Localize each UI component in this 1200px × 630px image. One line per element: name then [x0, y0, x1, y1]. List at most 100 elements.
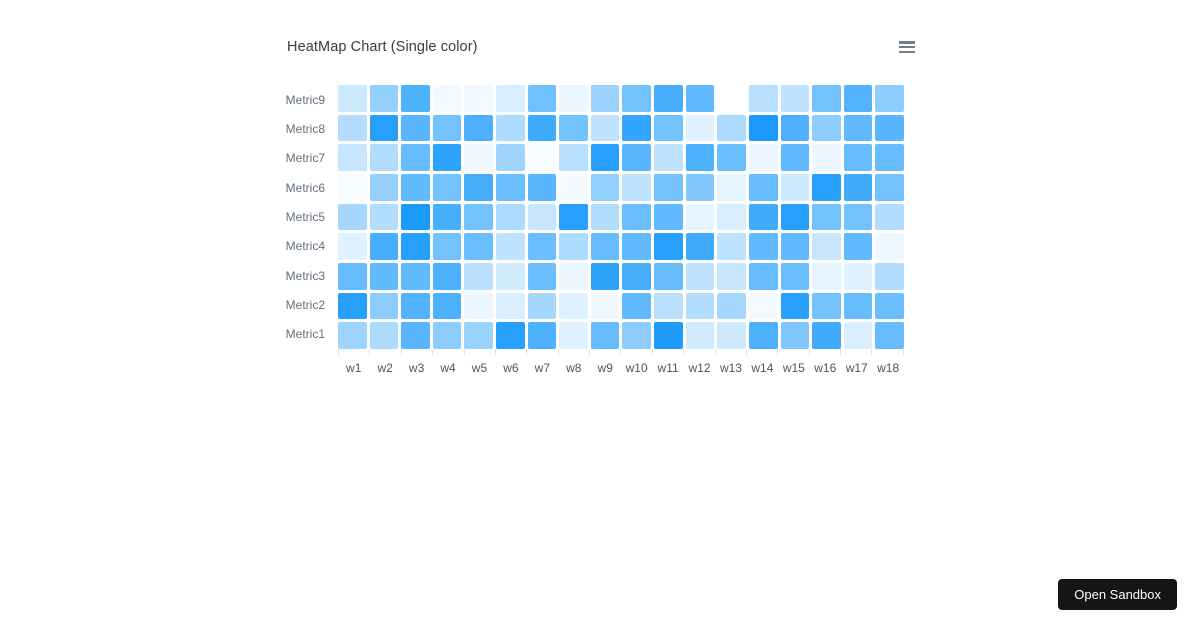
heatmap-cell[interactable] [875, 203, 904, 231]
heatmap-cell[interactable] [654, 144, 683, 171]
heatmap-cell[interactable] [464, 292, 494, 320]
heatmap-cell[interactable] [432, 292, 462, 320]
heatmap-cell[interactable] [559, 144, 588, 171]
heatmap-cell[interactable] [338, 114, 367, 142]
heatmap-cell[interactable] [812, 292, 841, 320]
heatmap-cell[interactable] [338, 292, 367, 320]
heatmap-cell[interactable] [843, 322, 873, 349]
heatmap-cell[interactable] [875, 292, 904, 320]
heatmap-cell[interactable] [559, 292, 588, 320]
heatmap-cell[interactable] [527, 144, 557, 171]
heatmap-cell[interactable] [432, 85, 462, 112]
heatmap-cell[interactable] [496, 173, 525, 201]
heatmap-cell[interactable] [464, 114, 494, 142]
heatmap-cell[interactable] [843, 144, 873, 171]
heatmap-cell[interactable] [401, 114, 430, 142]
heatmap-cell[interactable] [622, 262, 652, 290]
heatmap-cell[interactable] [875, 173, 904, 201]
heatmap-cell[interactable] [559, 173, 588, 201]
heatmap-cell[interactable] [622, 85, 652, 112]
heatmap-cell[interactable] [748, 203, 778, 231]
heatmap-cell[interactable] [369, 144, 399, 171]
heatmap-cell[interactable] [654, 322, 683, 349]
heatmap-cell[interactable] [875, 262, 904, 290]
heatmap-cell[interactable] [717, 114, 746, 142]
hamburger-menu-icon[interactable] [899, 40, 915, 54]
heatmap-cell[interactable] [622, 292, 652, 320]
heatmap-cell[interactable] [496, 262, 525, 290]
heatmap-cell[interactable] [464, 262, 494, 290]
heatmap-cell[interactable] [812, 144, 841, 171]
heatmap-cell[interactable] [748, 114, 778, 142]
heatmap-cell[interactable] [685, 173, 715, 201]
heatmap-cell[interactable] [369, 173, 399, 201]
heatmap-cell[interactable] [432, 173, 462, 201]
heatmap-cell[interactable] [401, 262, 430, 290]
heatmap-cell[interactable] [654, 114, 683, 142]
heatmap-cell[interactable] [527, 114, 557, 142]
heatmap-cell[interactable] [717, 203, 746, 231]
heatmap-cell[interactable] [622, 203, 652, 231]
heatmap-cell[interactable] [875, 322, 904, 349]
heatmap-cell[interactable] [812, 85, 841, 112]
heatmap-cell[interactable] [338, 173, 367, 201]
heatmap-cell[interactable] [654, 203, 683, 231]
heatmap-cell[interactable] [369, 262, 399, 290]
heatmap-cell[interactable] [685, 114, 715, 142]
heatmap-cell[interactable] [527, 262, 557, 290]
heatmap-cell[interactable] [780, 173, 810, 201]
heatmap-cell[interactable] [496, 233, 525, 260]
heatmap-cell[interactable] [369, 233, 399, 260]
heatmap-cell[interactable] [622, 144, 652, 171]
heatmap-cell[interactable] [401, 173, 430, 201]
heatmap-cell[interactable] [464, 233, 494, 260]
heatmap-cell[interactable] [369, 114, 399, 142]
heatmap-cell[interactable] [843, 114, 873, 142]
heatmap-cell[interactable] [685, 292, 715, 320]
heatmap-cell[interactable] [780, 85, 810, 112]
heatmap-cell[interactable] [843, 292, 873, 320]
heatmap-cell[interactable] [685, 203, 715, 231]
heatmap-cell[interactable] [527, 173, 557, 201]
heatmap-cell[interactable] [812, 173, 841, 201]
heatmap-cell[interactable] [496, 292, 525, 320]
heatmap-cell[interactable] [780, 292, 810, 320]
heatmap-cell[interactable] [432, 262, 462, 290]
heatmap-cell[interactable] [717, 262, 746, 290]
heatmap-cell[interactable] [496, 144, 525, 171]
heatmap-cell[interactable] [590, 144, 620, 171]
heatmap-cell[interactable] [559, 322, 588, 349]
heatmap-cell[interactable] [685, 144, 715, 171]
heatmap-cell[interactable] [780, 233, 810, 260]
heatmap-cell[interactable] [401, 203, 430, 231]
heatmap-cell[interactable] [338, 262, 367, 290]
heatmap-cell[interactable] [527, 233, 557, 260]
heatmap-cell[interactable] [338, 144, 367, 171]
heatmap-cell[interactable] [748, 85, 778, 112]
heatmap-cell[interactable] [748, 262, 778, 290]
heatmap-cell[interactable] [843, 173, 873, 201]
heatmap-cell[interactable] [812, 114, 841, 142]
heatmap-cell[interactable] [748, 292, 778, 320]
heatmap-cell[interactable] [432, 203, 462, 231]
heatmap-cell[interactable] [748, 233, 778, 260]
heatmap-cell[interactable] [812, 322, 841, 349]
heatmap-cell[interactable] [401, 233, 430, 260]
heatmap-cell[interactable] [527, 203, 557, 231]
heatmap-cell[interactable] [338, 322, 367, 349]
heatmap-cell[interactable] [843, 262, 873, 290]
heatmap-cell[interactable] [875, 233, 904, 260]
heatmap-cell[interactable] [843, 85, 873, 112]
heatmap-cell[interactable] [432, 233, 462, 260]
heatmap-cell[interactable] [496, 322, 525, 349]
heatmap-cell[interactable] [369, 322, 399, 349]
heatmap-cell[interactable] [717, 322, 746, 349]
heatmap-cell[interactable] [717, 173, 746, 201]
heatmap-cell[interactable] [590, 203, 620, 231]
heatmap-cell[interactable] [622, 322, 652, 349]
heatmap-cell[interactable] [432, 322, 462, 349]
heatmap-cell[interactable] [401, 85, 430, 112]
heatmap-cell[interactable] [527, 322, 557, 349]
heatmap-cell[interactable] [590, 85, 620, 112]
heatmap-cell[interactable] [401, 322, 430, 349]
